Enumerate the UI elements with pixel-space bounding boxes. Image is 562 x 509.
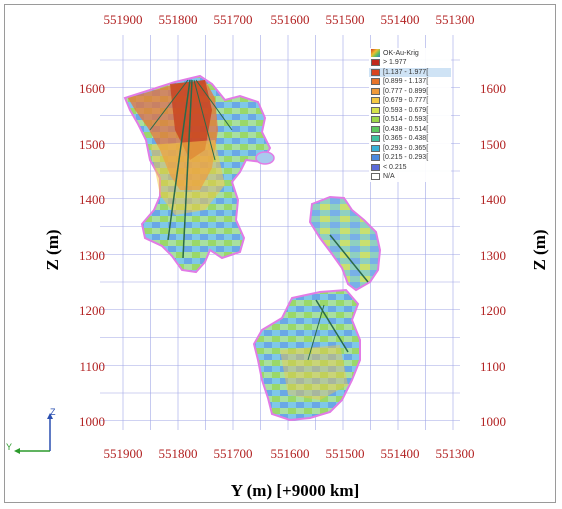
legend-item[interactable]: < 0.215: [369, 163, 451, 173]
x-tick-label-bottom: 551500: [326, 446, 365, 461]
legend-item[interactable]: [0.215 - 0.293[: [369, 153, 451, 163]
legend-item[interactable]: [0.293 - 0.365[: [369, 144, 451, 154]
legend-swatch: [371, 154, 380, 162]
legend-panel[interactable]: OK-Au-Krig > 1.977 [1.137 - 1.977[ [0.899 …: [369, 48, 451, 182]
legend-item-label: [0.365 - 0.438[: [383, 135, 429, 143]
triad-y-label: Y: [6, 442, 13, 452]
y-tick-label-left: 1600: [79, 81, 105, 96]
orebody-upper-left: [123, 74, 275, 274]
legend-item-label: > 1.977: [383, 59, 407, 67]
y-tick-label-right: 1500: [480, 137, 506, 152]
x-tick-label-bottom: 551700: [214, 446, 253, 461]
x-tick-label-top: 551700: [214, 12, 253, 27]
legend-item[interactable]: [0.679 - 0.777[: [369, 96, 451, 106]
legend-item-label: [0.514 - 0.593[: [383, 116, 429, 124]
legend-item-label: [0.679 - 0.777[: [383, 97, 429, 105]
x-tick-label-top: 551400: [381, 12, 420, 27]
axis-triad: Z Y: [6, 405, 66, 460]
legend-item[interactable]: [1.137 - 1.977[: [369, 67, 451, 77]
x-tick-label-bottom: 551300: [436, 446, 475, 461]
y-tick-label-left: 1300: [79, 248, 105, 263]
y-tick-label-left: 1400: [79, 192, 105, 207]
x-tick-label-bottom: 551400: [381, 446, 420, 461]
legend-item-label: < 0.215: [383, 163, 407, 171]
y-axis-title-left: Z (m): [43, 229, 62, 270]
legend-swatch: [371, 135, 380, 143]
legend-item[interactable]: [0.899 - 1.137[: [369, 77, 451, 87]
legend-swatch: [371, 87, 380, 95]
x-tick-label-top: 551300: [436, 12, 475, 27]
y-tick-label-left: 1200: [79, 303, 105, 318]
legend-item-label: [0.293 - 0.365[: [383, 144, 429, 152]
triad-z-label: Z: [50, 407, 56, 417]
legend-item[interactable]: [0.593 - 0.679[: [369, 106, 451, 116]
legend-swatch: [371, 144, 380, 152]
legend-swatch: [371, 163, 380, 171]
legend-swatch: [371, 59, 380, 67]
orebody-lower: [252, 288, 361, 422]
legend-item[interactable]: [0.777 - 0.899[: [369, 87, 451, 97]
x-tick-label-top: 551600: [271, 12, 310, 27]
legend-title-row: OK-Au-Krig: [369, 48, 451, 58]
orebody-middle-right: [308, 195, 382, 292]
x-tick-label-top: 551800: [159, 12, 198, 27]
y-tick-label-right: 1600: [480, 81, 506, 96]
y-tick-label-right: 1000: [480, 414, 506, 429]
legend-item[interactable]: > 1.977: [369, 58, 451, 68]
legend-swatch: [371, 68, 380, 76]
viewport-frame: [4, 4, 556, 503]
y-tick-label-right: 1300: [480, 248, 506, 263]
legend-item[interactable]: [0.514 - 0.593[: [369, 115, 451, 125]
legend-item-label: [0.593 - 0.679[: [383, 106, 429, 114]
y-tick-label-left: 1500: [79, 137, 105, 152]
y-tick-label-left: 1100: [79, 359, 105, 374]
legend-swatch: [371, 116, 380, 124]
y-axis-title-right: Z (m): [530, 229, 549, 270]
legend-swatch: [371, 106, 380, 114]
y-tick-label-right: 1200: [480, 303, 506, 318]
legend-item-label: [0.438 - 0.514[: [383, 125, 429, 133]
x-tick-label-bottom: 551900: [104, 446, 143, 461]
legend-item[interactable]: [0.365 - 0.438[: [369, 134, 451, 144]
legend-title: OK-Au-Krig: [383, 49, 419, 57]
y-tick-label-left: 1000: [79, 414, 105, 429]
legend-swatch: [371, 97, 380, 105]
y-tick-label-right: 1100: [480, 359, 506, 374]
x-tick-label-top: 551500: [326, 12, 365, 27]
legend-item-label: [1.137 - 1.977[: [383, 68, 429, 76]
legend-swatch: [371, 173, 380, 181]
x-tick-label-top: 551900: [104, 12, 143, 27]
x-axis-title: Y (m) [+9000 km]: [231, 481, 360, 500]
legend-item[interactable]: [0.438 - 0.514[: [369, 125, 451, 135]
axis-tick-labels: 551900 551900 551800 551800 551700 551700 5516…: [79, 12, 506, 461]
x-tick-label-bottom: 551600: [271, 446, 310, 461]
legend-item-label: [0.777 - 0.899[: [383, 87, 429, 95]
legend-item-label: [0.215 - 0.293[: [383, 154, 429, 162]
legend-item[interactable]: N/A: [369, 172, 451, 182]
color-ramp-icon: [371, 49, 380, 57]
legend-item-label: [0.899 - 1.137[: [383, 78, 429, 86]
legend-item-label: N/A: [383, 173, 395, 181]
legend-swatch: [371, 78, 380, 86]
x-tick-label-bottom: 551800: [159, 446, 198, 461]
y-tick-label-right: 1400: [480, 192, 506, 207]
legend-swatch: [371, 125, 380, 133]
